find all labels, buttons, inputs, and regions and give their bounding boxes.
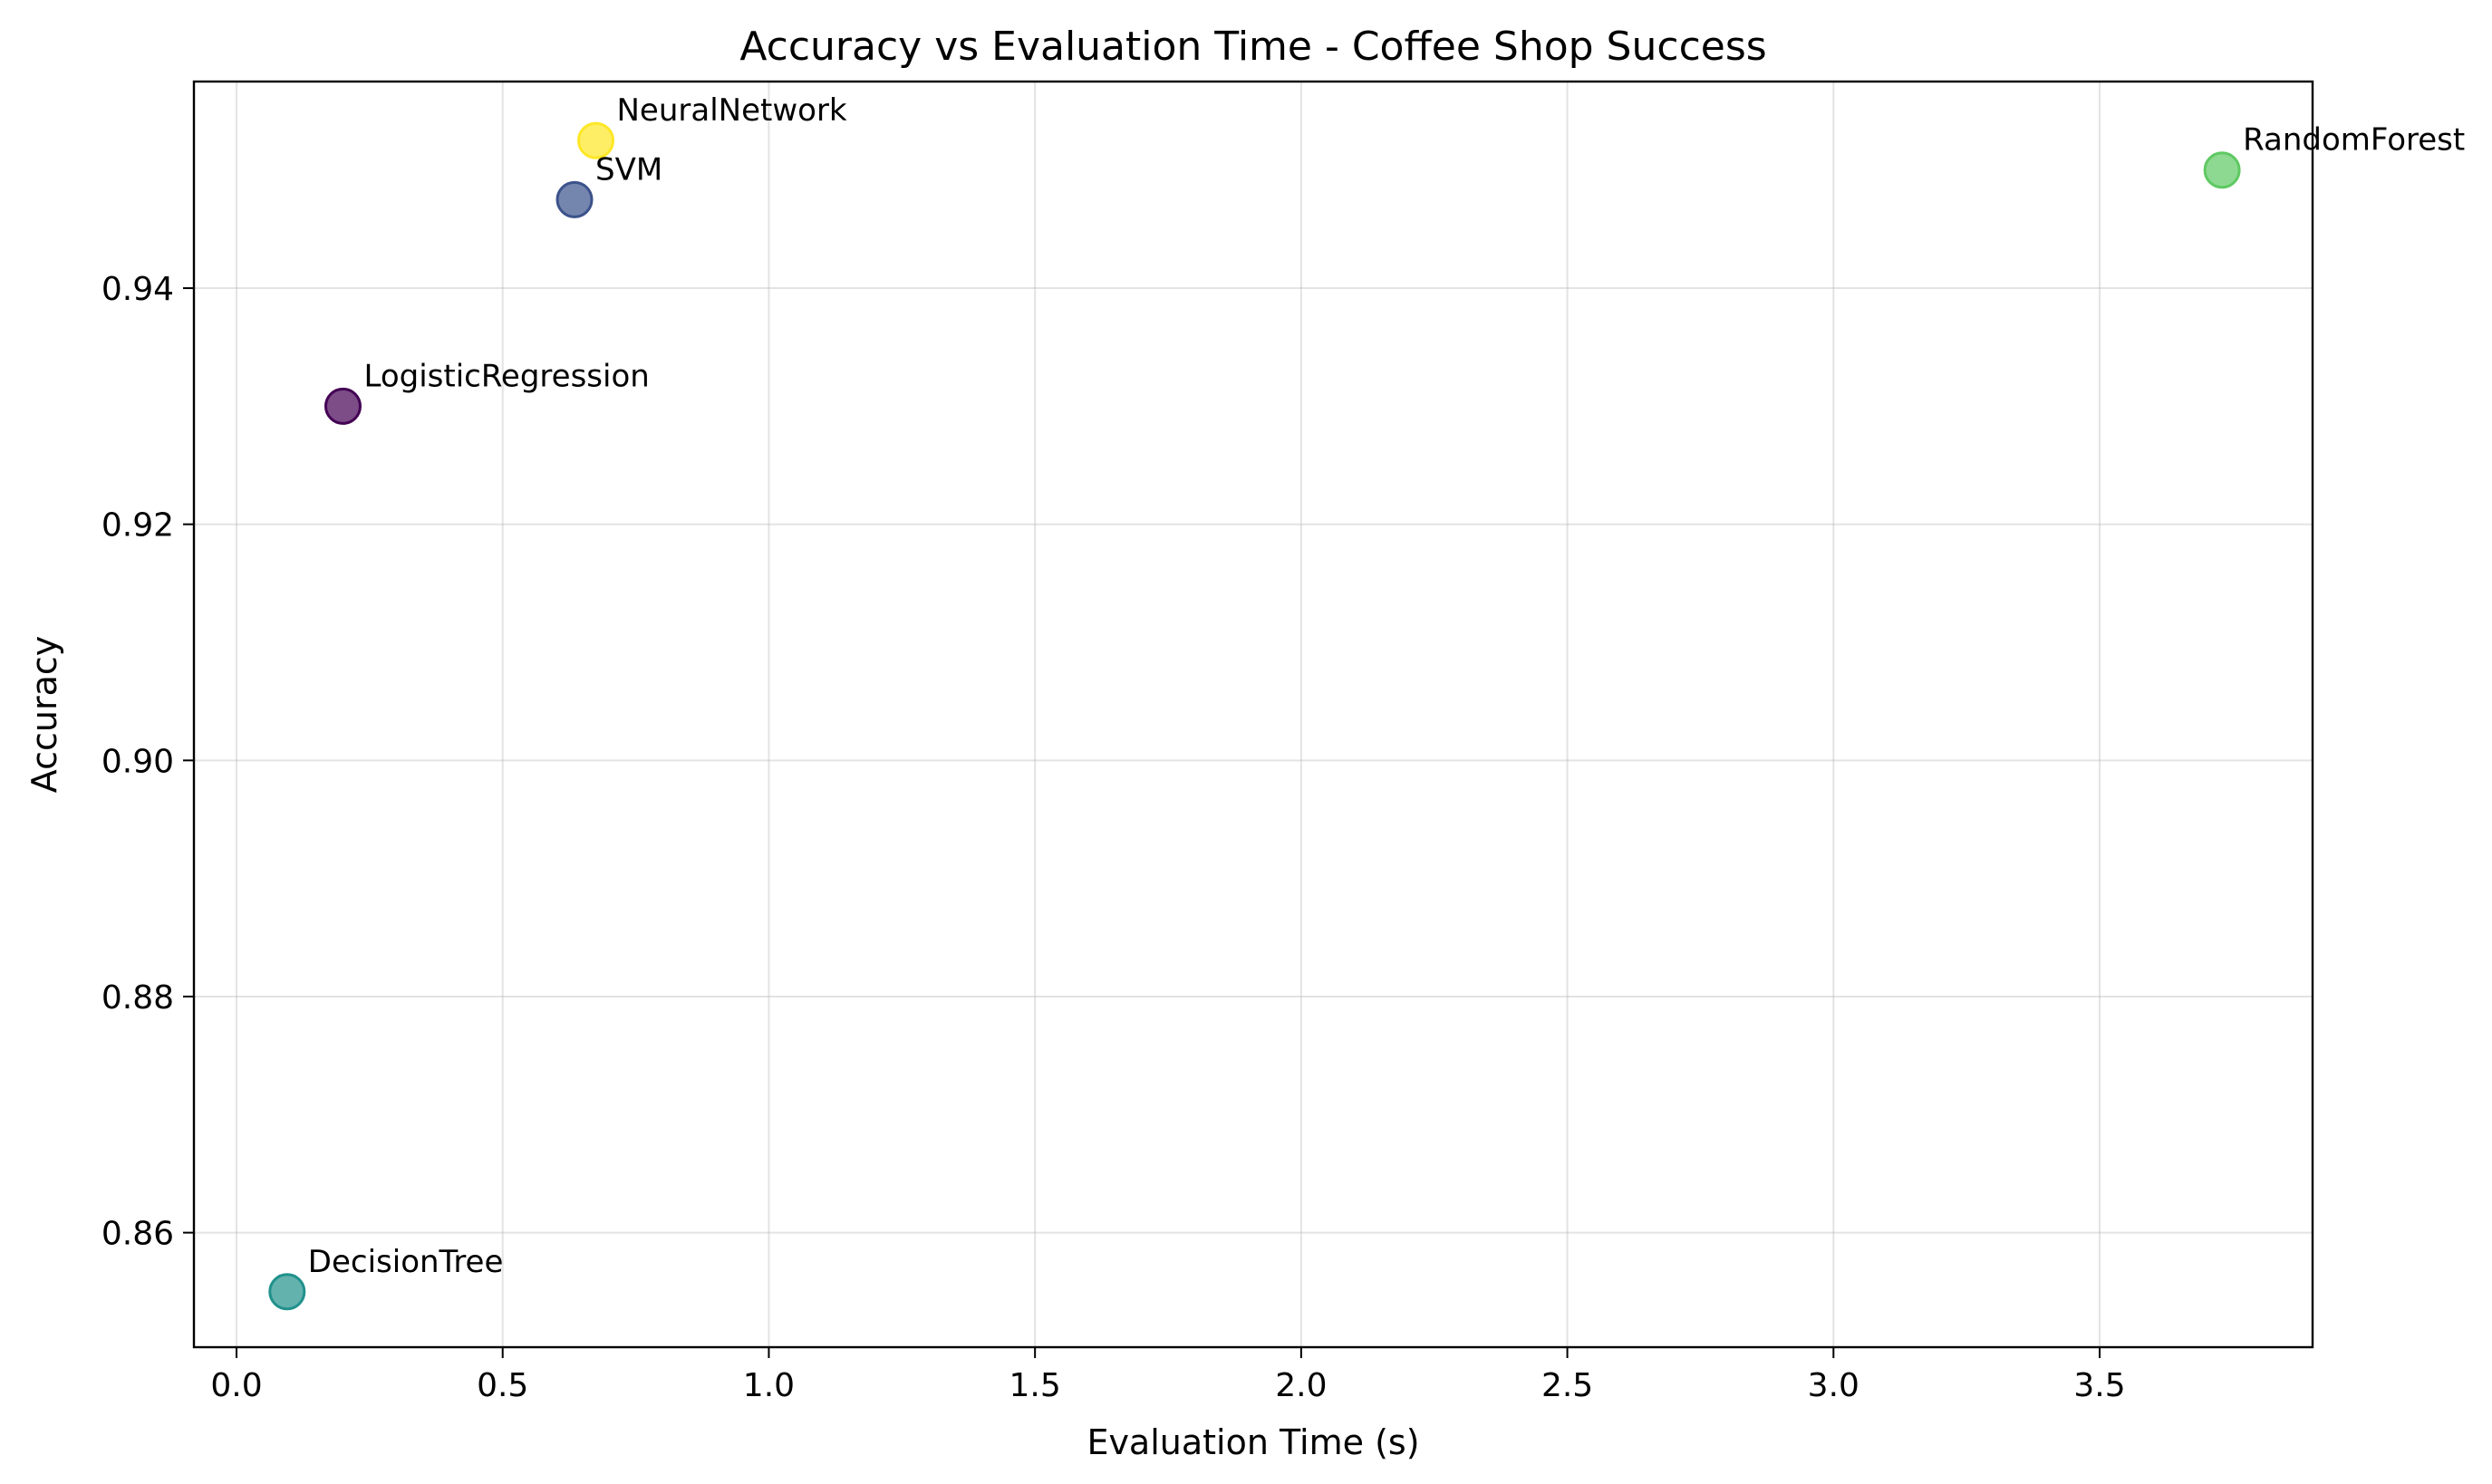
scatter-point: [577, 121, 615, 159]
y-tick-label: 0.90: [101, 743, 174, 780]
scatter-point: [268, 1273, 306, 1311]
chart-title: Accuracy vs Evaluation Time - Coffee Sho…: [739, 24, 1766, 70]
point-labels-layer: LogisticRegression SVM DecisionTree RandomF…: [308, 92, 2465, 1280]
plot-frame: [192, 80, 2314, 1349]
points-layer: [268, 121, 2241, 1311]
x-tick-label: 1.5: [1009, 1367, 1061, 1404]
x-tick-label: 2.0: [1275, 1367, 1327, 1404]
point-label: LogisticRegression: [363, 358, 649, 394]
point-label: SVM: [595, 151, 662, 188]
y-tick-label: 0.92: [101, 507, 174, 544]
ticks-layer: 0.0 0.5 1.0 1.5 2.0 2.5 3.0 3.5 0.86 0.88 0.90 0.92…: [101, 271, 2126, 1404]
y-tick-label: 0.94: [101, 271, 174, 308]
point-label: DecisionTree: [308, 1244, 504, 1280]
point-label: RandomForest: [2243, 122, 2465, 159]
x-tick-label: 3.0: [1808, 1367, 1859, 1404]
x-tick-label: 3.5: [2073, 1367, 2125, 1404]
point-label: NeuralNetwork: [617, 92, 847, 129]
scatter-point: [2203, 151, 2241, 189]
x-axis-label: Evaluation Time (s): [1087, 1422, 1419, 1462]
x-tick-label: 2.5: [1541, 1367, 1593, 1404]
x-tick-label: 0.5: [477, 1367, 528, 1404]
y-axis-label: Accuracy: [24, 636, 64, 794]
y-tick-label: 0.88: [101, 979, 174, 1017]
x-tick-label: 0.0: [210, 1367, 262, 1404]
x-tick-label: 1.0: [743, 1367, 795, 1404]
scatter-point: [555, 180, 594, 218]
y-tick-label: 0.86: [101, 1216, 174, 1253]
grid-layer: [194, 82, 2313, 1347]
scatter-point: [324, 387, 362, 425]
